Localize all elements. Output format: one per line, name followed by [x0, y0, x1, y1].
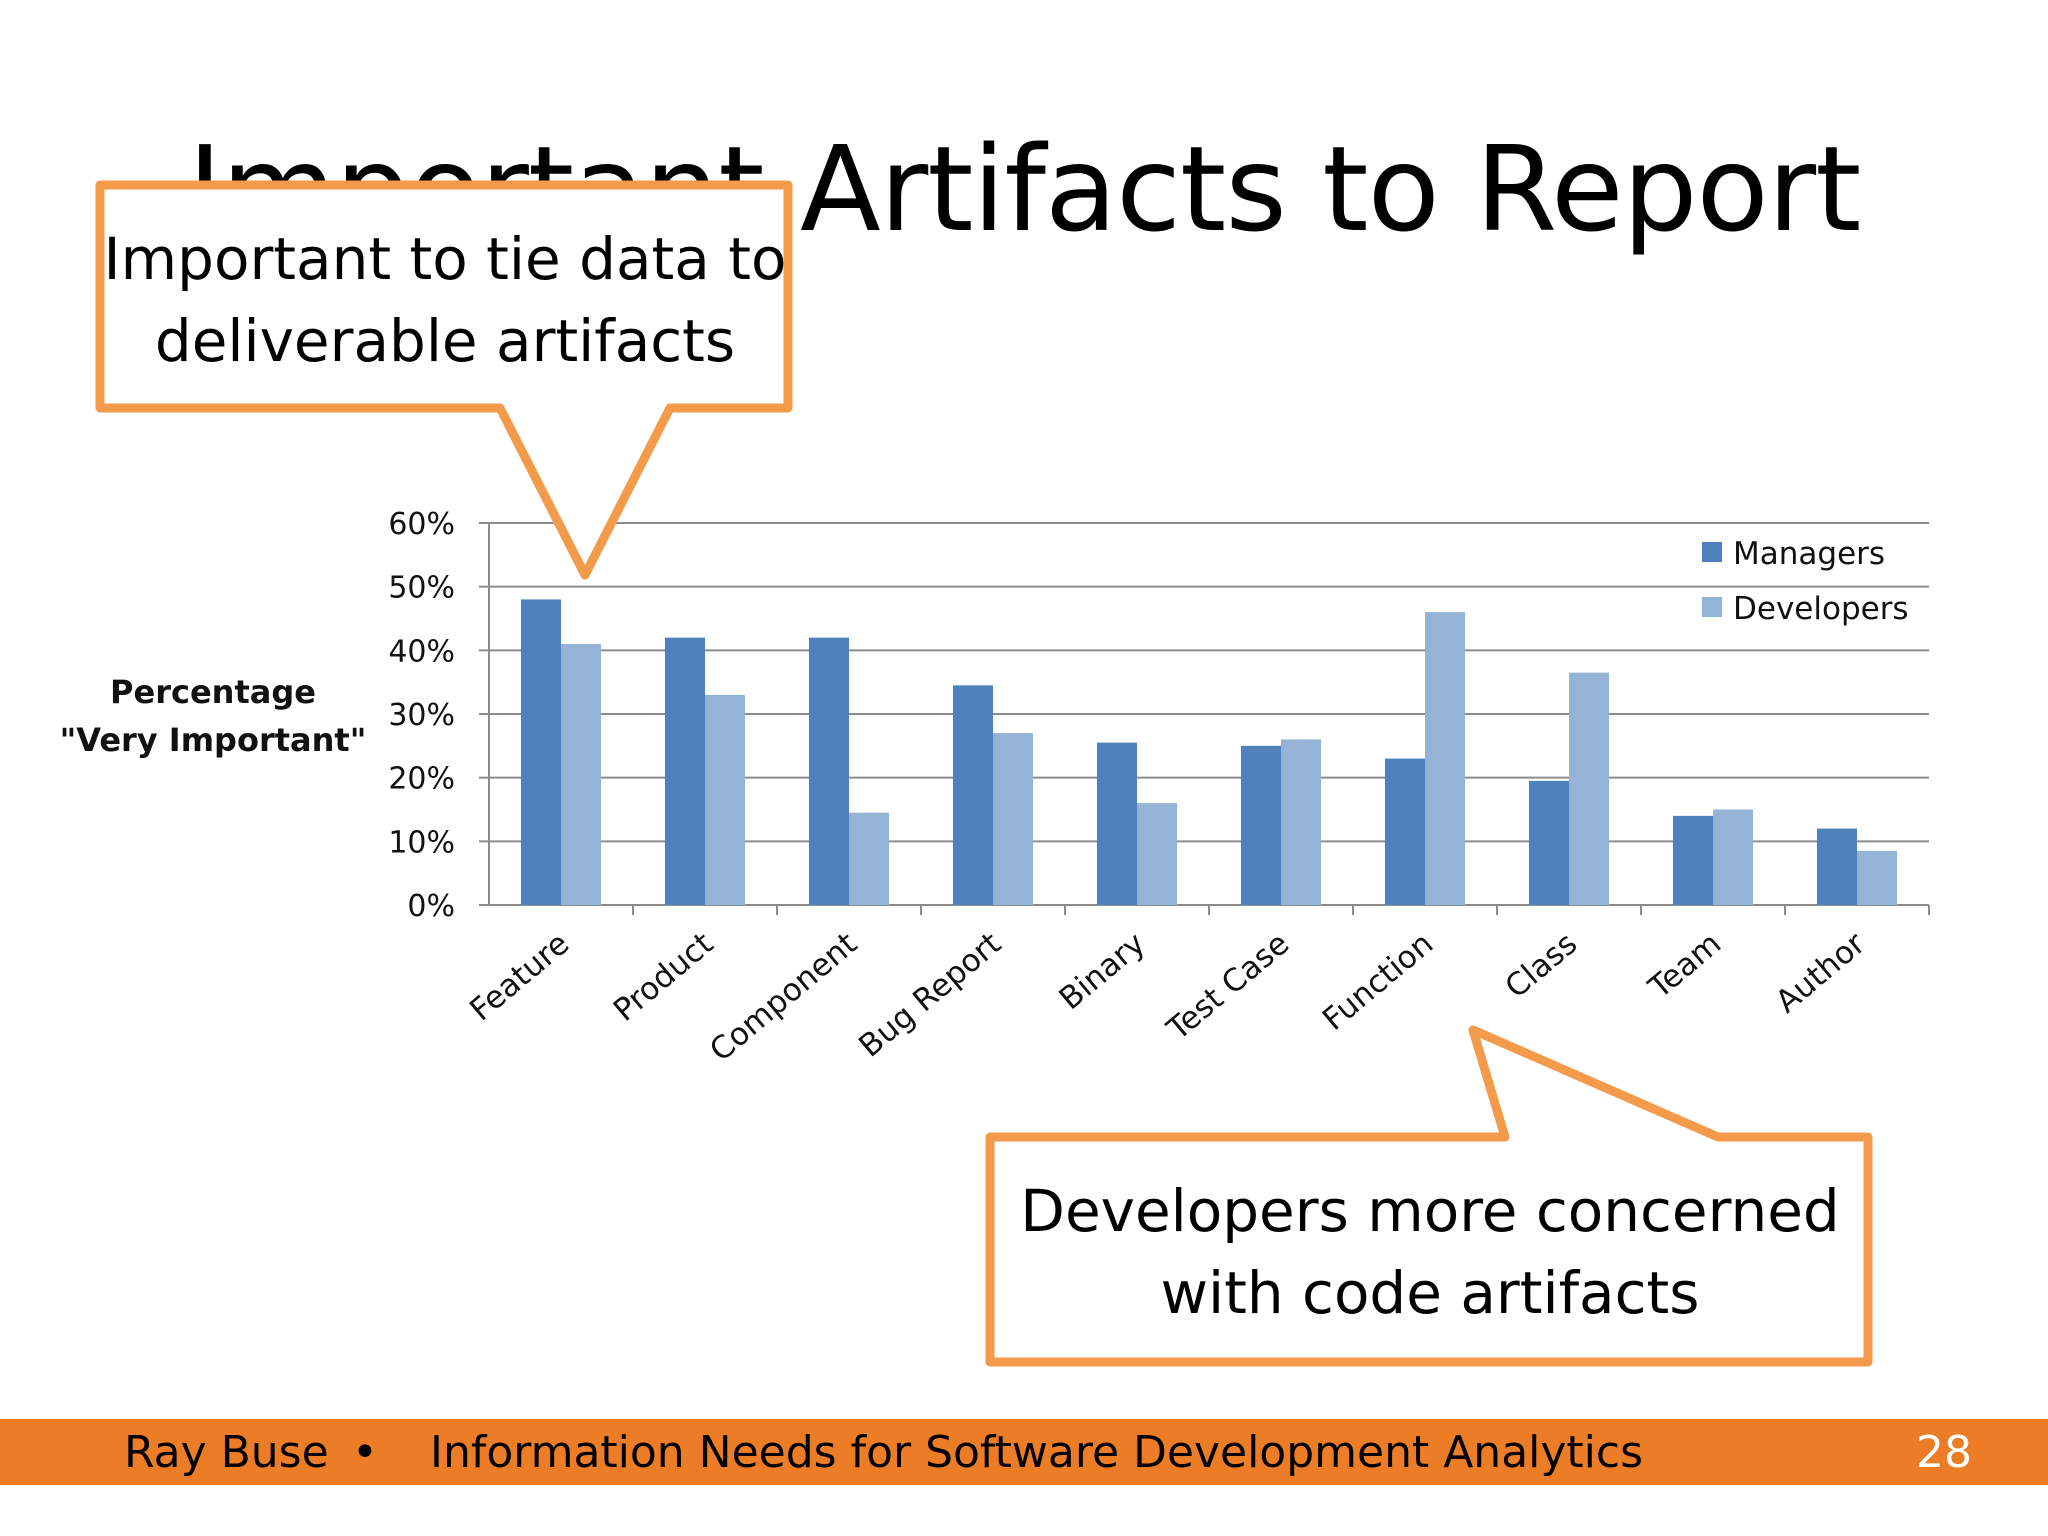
x-tick-label: Product — [607, 926, 720, 1029]
x-tick-label: Class — [1499, 926, 1585, 1006]
bar-chart: 0% 10% 20% 30% 40% 50% 60% Feature ProductCompon… — [388, 507, 1930, 1069]
footer-separator: • — [352, 1427, 378, 1478]
bar-managers — [521, 599, 561, 905]
callout-text-artifacts: Important to tie data to deliverable art… — [103, 225, 787, 375]
y-axis-label-line-1: Percentage — [110, 673, 316, 711]
bar-developers — [849, 812, 889, 905]
x-tick-label: Feature — [463, 926, 576, 1029]
bar-managers — [1241, 745, 1281, 905]
bar-managers — [953, 685, 993, 905]
x-tick-label: Test Case — [1160, 926, 1296, 1049]
y-axis-label-line-2: "Very Important" — [59, 721, 367, 759]
y-tick-label: 60% — [388, 507, 455, 542]
legend-swatch — [1702, 542, 1722, 562]
x-tick-label: Component — [703, 926, 864, 1069]
bar-managers — [1385, 758, 1425, 905]
legend-label: Developers — [1733, 591, 1909, 627]
bar-developers — [993, 733, 1033, 905]
page-number: 28 — [1916, 1427, 1972, 1478]
y-tick-label: 30% — [388, 698, 455, 733]
bar-developers — [1281, 739, 1321, 905]
y-axis-label: Percentage "Very Important" — [58, 668, 368, 764]
bar-developers — [1425, 612, 1465, 905]
bar-developers — [1713, 809, 1753, 905]
footer-subject: Information Needs for Software Developme… — [430, 1427, 1644, 1478]
legend-swatch — [1702, 597, 1722, 617]
y-tick-label: 20% — [388, 762, 455, 797]
bar-managers — [1529, 780, 1569, 905]
bar-managers — [665, 637, 705, 905]
x-tick-label: Binary — [1053, 926, 1152, 1018]
x-tick-label: Bug Report — [852, 926, 1008, 1065]
bar-developers — [1137, 803, 1177, 905]
x-tick-label: Function — [1316, 926, 1440, 1038]
bar-developers — [705, 694, 745, 905]
bar-managers — [1097, 742, 1137, 905]
bar-developers — [1569, 672, 1609, 905]
bar-managers — [1817, 828, 1857, 905]
footer-author: Ray Buse — [124, 1427, 329, 1478]
callout-text-developers: Developers more concerned with code arti… — [1020, 1177, 1840, 1327]
legend-label: Managers — [1733, 536, 1885, 572]
y-tick-label: 10% — [388, 825, 455, 860]
y-tick-label: 40% — [388, 634, 455, 669]
bar-managers — [1673, 815, 1713, 905]
x-tick-label: Team — [1641, 926, 1728, 1007]
footer-bar: Ray Buse • Information Needs for Softwar… — [0, 1419, 2048, 1485]
y-tick-label: 0% — [407, 889, 455, 924]
x-tick-label: Author — [1769, 925, 1872, 1020]
bar-managers — [809, 637, 849, 905]
bar-developers — [561, 643, 601, 905]
y-tick-label: 50% — [388, 571, 455, 606]
bar-developers — [1857, 850, 1897, 905]
